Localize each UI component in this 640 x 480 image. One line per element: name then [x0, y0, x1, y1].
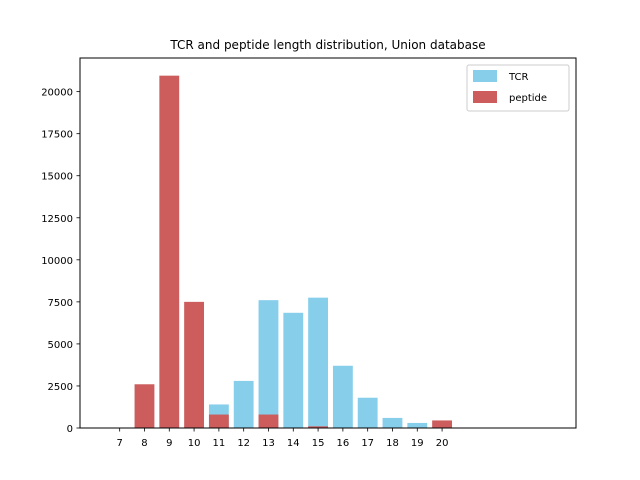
- y-tick-label: 10000: [41, 256, 73, 267]
- bar-peptide-8: [134, 384, 155, 428]
- x-tick-label: 20: [436, 438, 449, 449]
- x-tick-label: 15: [312, 438, 325, 449]
- y-tick-label: 0: [67, 424, 73, 435]
- bar-tcr-12: [233, 380, 254, 428]
- bars-layer: [134, 75, 452, 428]
- y-tick-label: 17500: [41, 130, 73, 141]
- legend-swatch-peptide: [473, 91, 497, 103]
- bar-tcr-14: [283, 312, 304, 428]
- x-tick-label: 19: [411, 438, 424, 449]
- y-tick-label: 2500: [48, 382, 73, 393]
- chart-title: TCR and peptide length distribution, Uni…: [169, 38, 485, 52]
- y-tick-label: 7500: [48, 298, 73, 309]
- legend-label-peptide: peptide: [509, 93, 547, 104]
- legend: TCR peptide: [466, 64, 570, 112]
- bar-tcr-18: [382, 417, 403, 428]
- x-tick-label: 11: [213, 438, 226, 449]
- y-tick-label: 12500: [41, 214, 73, 225]
- x-tick-label: 18: [386, 438, 399, 449]
- x-tick-label: 8: [141, 438, 147, 449]
- legend-label-tcr: TCR: [508, 72, 529, 83]
- x-tick-label: 7: [116, 438, 122, 449]
- y-axis: 0 2500 5000 7500 10000 12500 15000 17500 20000: [41, 88, 80, 435]
- plot-frame: [79, 57, 577, 429]
- bar-peptide-20: [432, 420, 452, 428]
- y-tick-label: 5000: [48, 340, 73, 351]
- bar-tcr-19: [407, 422, 428, 428]
- y-tick-label: 20000: [41, 88, 73, 99]
- bar-peptide-9: [159, 75, 180, 428]
- bar-tcr-17: [357, 397, 378, 428]
- bar-peptide-11: [208, 414, 229, 428]
- x-tick-label: 12: [237, 438, 250, 449]
- x-tick-label: 13: [262, 438, 275, 449]
- x-tick-label: 16: [337, 438, 350, 449]
- x-tick-label: 9: [166, 438, 172, 449]
- bar-tcr-15: [308, 297, 328, 428]
- bar-tcr-13: [258, 300, 279, 428]
- y-tick-label: 15000: [41, 172, 73, 183]
- bar-tcr-16: [332, 365, 353, 428]
- x-tick-label: 10: [188, 438, 201, 449]
- x-tick-label: 14: [287, 438, 300, 449]
- bar-peptide-13: [258, 414, 279, 428]
- legend-swatch-tcr: [473, 70, 497, 82]
- x-axis: 7 8 9 10 11 12 13 14 15 16 17 18 19 20: [116, 428, 448, 449]
- bar-peptide-15: [308, 426, 328, 428]
- x-tick-label: 17: [361, 438, 374, 449]
- bar-peptide-10: [184, 301, 204, 428]
